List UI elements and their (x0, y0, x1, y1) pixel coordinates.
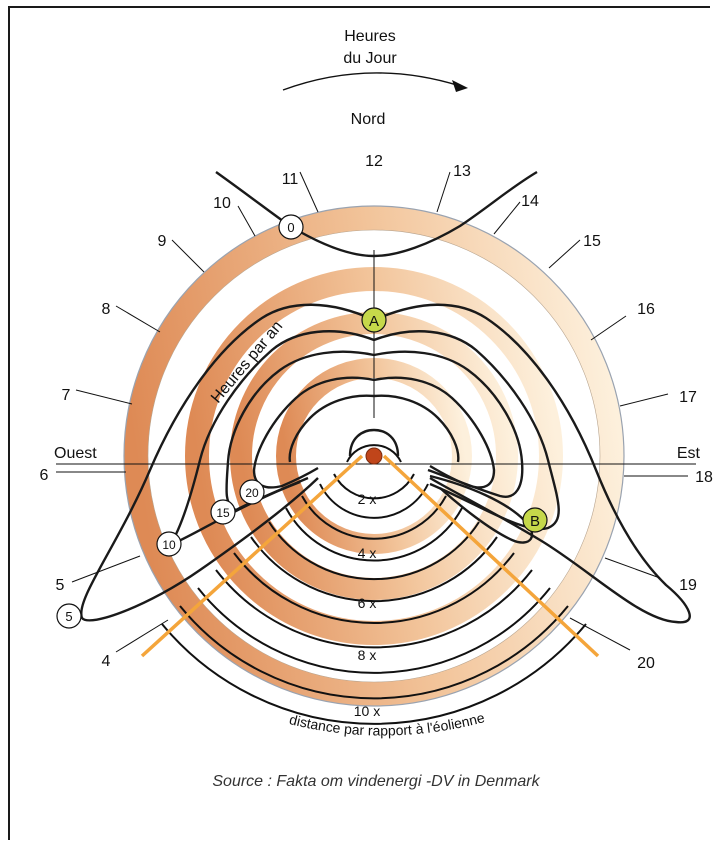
svg-text:20: 20 (245, 486, 259, 500)
hour-label-16: 16 (637, 301, 655, 318)
day-hours-arrow (282, 72, 461, 91)
distance-caption-text: distance par rapport à l'éolienne (288, 709, 487, 738)
hour-labels: 4 5 6 7 8 9 10 11 12 13 14 15 16 17 18 1… (40, 153, 713, 672)
svg-text:15: 15 (216, 506, 230, 520)
hour-label-11: 11 (282, 171, 299, 188)
contour-20 (252, 376, 496, 489)
marker-a-label: A (369, 313, 379, 330)
svg-text:5: 5 (65, 609, 72, 624)
ring-outer-edge (123, 205, 625, 707)
marker-b: B (522, 507, 548, 533)
contour-A (80, 303, 691, 624)
svg-text:0: 0 (287, 220, 294, 235)
wedge-left-line (140, 454, 364, 658)
contour-turbine (348, 428, 400, 457)
contour-B-loop (429, 474, 534, 544)
hour-label-18: 18 (695, 469, 713, 486)
diagram-frame (8, 6, 710, 840)
hour-label-7: 7 (62, 387, 71, 404)
hour-label-14: 14 (521, 193, 539, 210)
distance-arcs (161, 444, 587, 725)
east-label: Est (677, 445, 701, 462)
hour-tick-lines (56, 171, 688, 653)
contour-value-labels: 0 20 15 10 5 (56, 214, 304, 629)
hour-label-20: 20 (637, 655, 655, 672)
svg-text:10: 10 (162, 538, 176, 552)
hour-label-4: 4 (102, 653, 111, 670)
west-label: Ouest (54, 445, 97, 462)
contour-0 (215, 170, 538, 258)
contour-A-inner (166, 330, 560, 548)
hour-label-10: 10 (213, 195, 231, 212)
marker-b-label: B (530, 513, 540, 530)
contour-label-15: 15 (210, 499, 236, 525)
hour-label-5: 5 (56, 577, 65, 594)
hour-label-19: 19 (679, 577, 697, 594)
distance-label-6x: 6 x (358, 595, 377, 611)
distance-caption: distance par rapport à l'éolienne (288, 709, 487, 738)
hour-label-12: 12 (365, 153, 383, 170)
distance-label-8x: 8 x (358, 647, 377, 663)
ring-outer (124, 206, 624, 706)
contour-label-0: 0 (278, 214, 304, 240)
contour-inner (288, 394, 460, 463)
hour-label-13: 13 (453, 163, 471, 180)
distance-label-10x: 10 x (354, 703, 380, 719)
hour-label-17: 17 (679, 389, 697, 406)
wedge-right-line (382, 454, 600, 658)
distance-label-2x: 2 x (358, 491, 377, 507)
hour-label-8: 8 (102, 301, 111, 318)
contour-label-10: 10 (156, 531, 182, 557)
distance-label-4x: 4 x (358, 545, 377, 561)
contour-label-5: 5 (56, 603, 82, 629)
distance-labels: 2 x 4 x 6 x 8 x 10 x (354, 491, 380, 719)
marker-a: A (361, 307, 387, 333)
ring-outer-edge-inner (147, 229, 601, 683)
hour-label-6: 6 (40, 467, 49, 484)
hour-label-9: 9 (158, 233, 167, 250)
hour-label-15: 15 (583, 233, 601, 250)
turbine-icon (365, 447, 383, 465)
north-label: Nord (351, 111, 386, 128)
contour-label-20: 20 (239, 479, 265, 505)
header-line-1: Heures (344, 28, 396, 45)
arrow-head-icon (452, 80, 468, 92)
source-caption: Source : Fakta om vindenergi -DV in Denm… (212, 773, 540, 790)
header-line-2: du Jour (343, 50, 397, 67)
